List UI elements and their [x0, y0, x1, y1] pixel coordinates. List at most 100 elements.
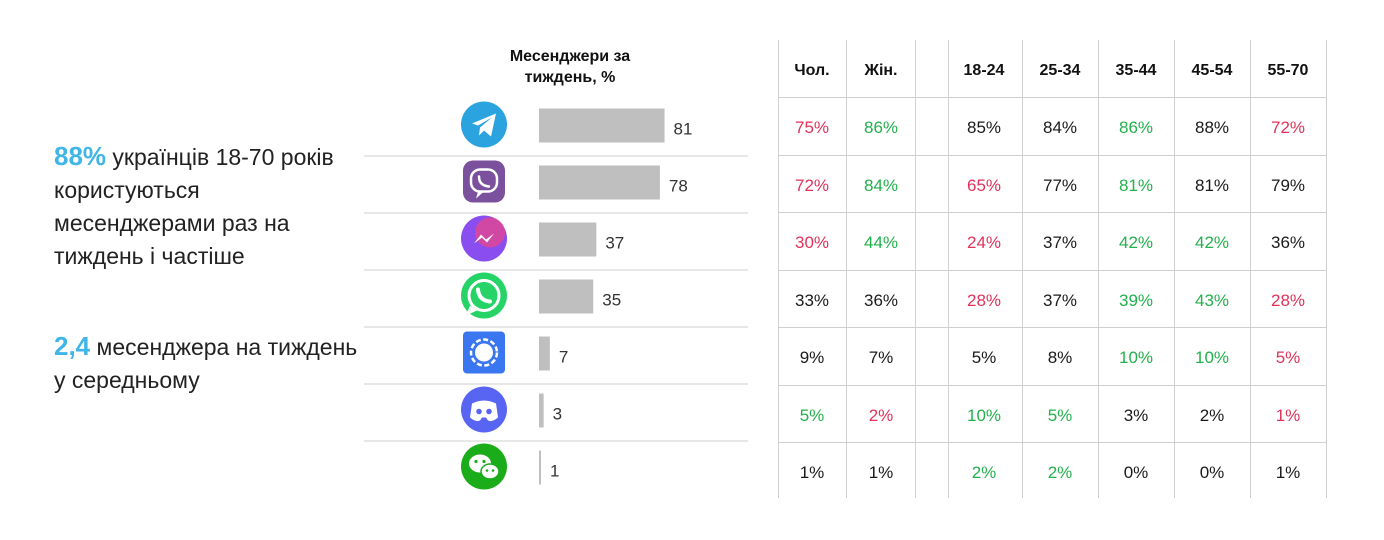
column-separator	[846, 40, 847, 498]
stat-avg-messengers-text: месенджера на тиждень у середньому	[54, 334, 358, 393]
table-cell: 33%	[794, 290, 830, 310]
table-cell: 65%	[966, 175, 1002, 195]
stat-avg-messengers-value: 2,4	[54, 331, 91, 361]
bar-value-label: 78	[669, 177, 688, 196]
column-separator	[1098, 40, 1099, 498]
whatsapp-icon	[461, 272, 507, 319]
table-header: 35-44	[1115, 62, 1157, 79]
table-header: 25-34	[1039, 62, 1081, 79]
table-row-divider	[778, 384, 1326, 386]
chart-title: Месенджери за тиждень, %	[509, 48, 631, 86]
table-cell: 7%	[868, 348, 894, 367]
table-row-divider	[778, 212, 1326, 213]
table-cell: 72%	[1270, 118, 1306, 137]
stat-weekly-users-text: українців 18-70 років користуються месен…	[54, 144, 334, 269]
stat-weekly-users-value: 88%	[54, 141, 107, 171]
bar-value-label: 35	[602, 291, 621, 310]
table-header: Чол.	[794, 62, 830, 79]
table-cell: 42%	[1194, 233, 1230, 252]
table-cell: 2%	[1199, 405, 1225, 425]
table-cell: 0%	[1199, 463, 1225, 482]
table-cell: 37%	[1042, 233, 1078, 252]
table-row-divider	[778, 269, 1326, 271]
table-cell: 88%	[1194, 118, 1230, 137]
table-cell: 44%	[863, 233, 899, 252]
demographics-table: Чол. Жін. 18-24 25-34 35-44 45-54 55-70 75% 86% 8…	[778, 40, 1327, 498]
table-cell: 37%	[1042, 290, 1078, 310]
table-cell: 8%	[1047, 348, 1073, 367]
table-cell: 10%	[1194, 348, 1230, 367]
column-separator	[915, 40, 916, 498]
discord-icon	[461, 386, 507, 433]
table-cell: 1%	[799, 463, 825, 482]
bar	[539, 450, 541, 485]
bar	[539, 336, 550, 371]
column-separator	[1174, 40, 1175, 498]
table-cell: 10%	[1118, 348, 1154, 367]
table-cell: 30%	[794, 233, 830, 252]
table-cell: 24%	[966, 233, 1002, 252]
table-cell: 36%	[1270, 233, 1306, 252]
table-header: Жін.	[864, 62, 898, 79]
table-cell: 2%	[971, 463, 997, 482]
table-cell: 5%	[1047, 405, 1073, 425]
table-cell: 84%	[1042, 118, 1078, 137]
table-cell: 81%	[1118, 175, 1154, 195]
bar-value-label: 81	[674, 120, 693, 139]
table-cell: 85%	[966, 118, 1002, 137]
table-cell: 3%	[1123, 405, 1149, 425]
stat-weekly-users: 88% українців 18-70 років користуються м…	[54, 140, 354, 273]
bar	[539, 393, 544, 428]
bar-value-label: 3	[553, 405, 562, 424]
table-row-divider	[778, 442, 1326, 443]
table-row-divider	[778, 97, 1326, 98]
table-cell: 2%	[1047, 463, 1073, 482]
table-cell: 9%	[799, 348, 825, 367]
table-row-divider	[778, 327, 1326, 328]
signal-icon	[463, 331, 505, 374]
table-header: 45-54	[1191, 62, 1233, 79]
bar	[539, 279, 594, 314]
table-cell: 75%	[794, 118, 830, 137]
table-header: 55-70	[1267, 62, 1309, 79]
table-cell: 86%	[863, 118, 899, 137]
table-cell: 43%	[1194, 290, 1230, 310]
table-cell: 39%	[1118, 290, 1154, 310]
table-cell: 1%	[1275, 405, 1301, 425]
bar-chart: 81 78 37 35 7 3 1	[364, 101, 748, 490]
table-cell: 5%	[799, 405, 825, 425]
column-separator	[778, 40, 779, 498]
table-cell: 28%	[966, 290, 1002, 310]
bar-value-label: 37	[605, 234, 624, 253]
messenger-icon	[461, 215, 507, 262]
table-cell: 79%	[1270, 175, 1306, 195]
table-cell: 5%	[1275, 348, 1301, 367]
column-separator	[1022, 40, 1023, 498]
bar	[539, 222, 597, 257]
table-cell: 42%	[1118, 233, 1154, 252]
bar	[539, 108, 665, 143]
bar-value-label: 1	[550, 462, 559, 481]
table-cell: 77%	[1042, 175, 1078, 195]
bar	[539, 165, 660, 200]
table-cell: 2%	[868, 405, 894, 425]
viber-icon	[463, 160, 505, 203]
table-cell: 84%	[863, 175, 899, 195]
table-cell: 10%	[966, 405, 1002, 425]
table-cell: 36%	[863, 290, 899, 310]
table-cell: 1%	[868, 463, 894, 482]
table-header: 18-24	[963, 62, 1005, 79]
table-cell: 28%	[1270, 290, 1306, 310]
table-cell: 5%	[971, 348, 997, 367]
stat-avg-messengers: 2,4 месенджера на тиждень у середньому	[54, 330, 374, 397]
table-cell: 86%	[1118, 118, 1154, 137]
table-cell: 1%	[1275, 463, 1301, 482]
column-separator	[1250, 40, 1251, 498]
table-cell: 0%	[1123, 463, 1149, 482]
column-separator	[948, 40, 949, 498]
table-cell: 81%	[1194, 175, 1230, 195]
wechat-icon	[461, 443, 507, 490]
telegram-icon	[461, 101, 507, 148]
bar-value-label: 7	[559, 348, 568, 367]
column-separator	[1326, 40, 1327, 498]
